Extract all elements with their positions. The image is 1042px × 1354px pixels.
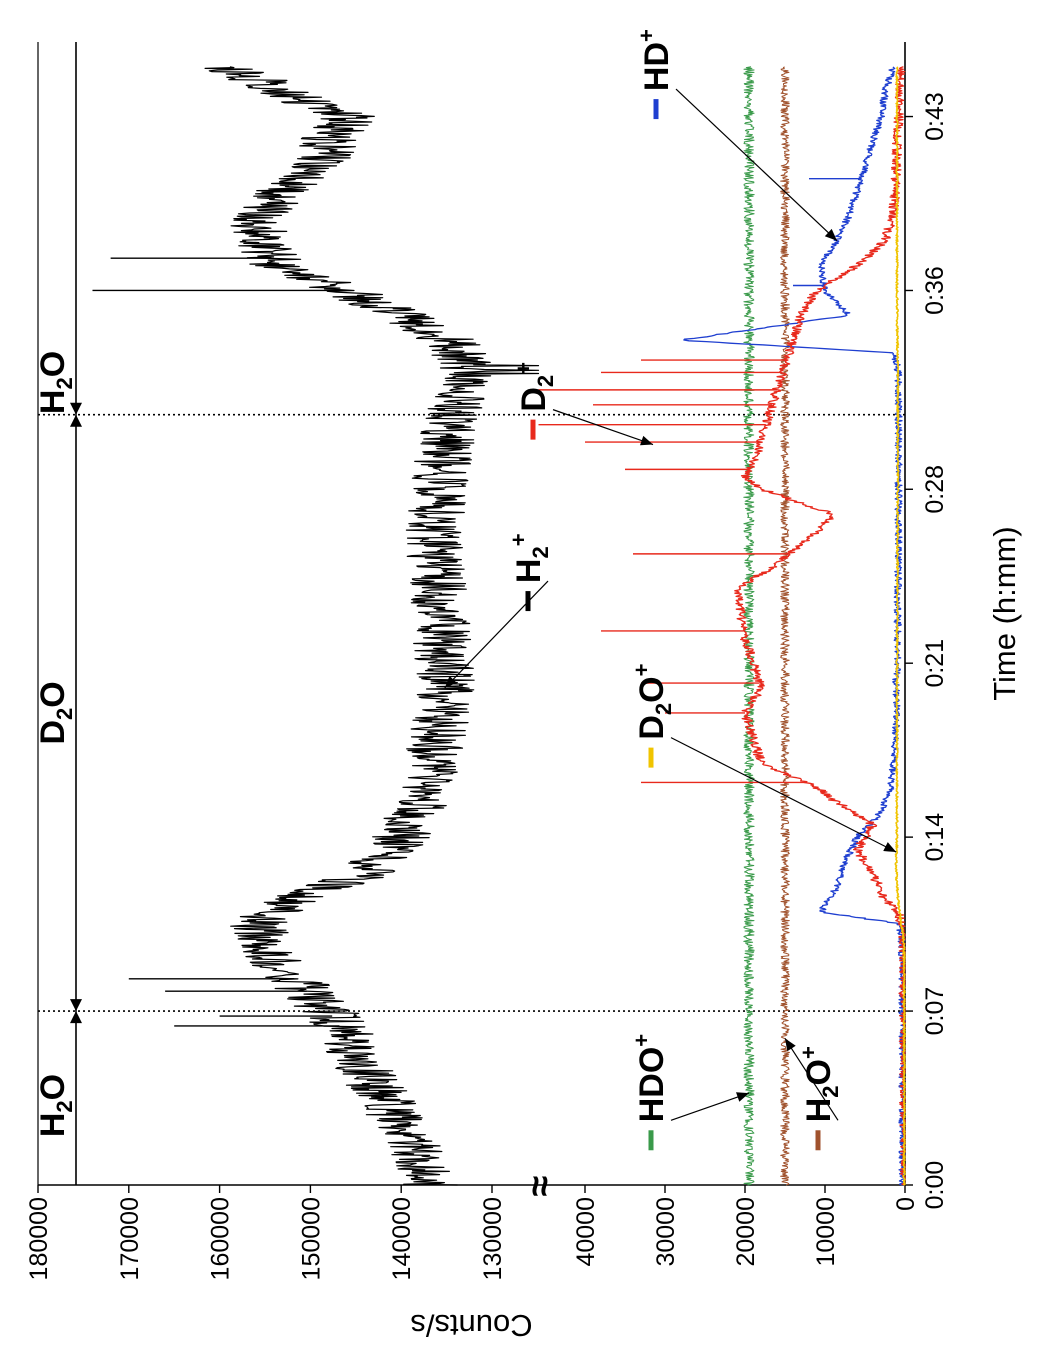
axes-layer: 0:00 0:07 0:14 0:21 0:28 0:36 0:43 0 10000 20000 3… bbox=[25, 42, 1022, 1343]
series-annotation-label: H2+ bbox=[506, 533, 553, 583]
phase-label: H2O bbox=[34, 1074, 77, 1137]
x-tick-label: 0:14 bbox=[921, 813, 949, 862]
annotation-arrow bbox=[552, 409, 654, 446]
annotation-arrow bbox=[670, 737, 897, 853]
axis-break-symbol: ≈ bbox=[520, 1175, 562, 1196]
rotated-plot-area: 0:00 0:07 0:14 0:21 0:28 0:36 0:43 0 10000 20000 3… bbox=[25, 29, 1022, 1343]
phase-arrowhead bbox=[70, 999, 82, 1012]
phase-label: D2O bbox=[34, 681, 77, 744]
annotation-arrowhead bbox=[736, 1092, 749, 1102]
series-line-H2-plus bbox=[204, 66, 540, 1186]
annotation-arrow bbox=[444, 580, 549, 689]
series-line-HDO-plus bbox=[743, 66, 755, 1186]
y-axis-label: Counts/s bbox=[410, 1308, 532, 1343]
series-annotation-label: HD+ bbox=[634, 29, 676, 91]
annotation-arrow bbox=[670, 1092, 750, 1121]
annotation-arrow bbox=[784, 1038, 839, 1121]
y-tick-label: 140000 bbox=[388, 1197, 416, 1280]
series-line-D2O-plus bbox=[894, 66, 906, 1186]
y-tick-label: 20000 bbox=[732, 1197, 760, 1267]
x-tick-label: 0:21 bbox=[921, 639, 949, 688]
phase-label: H2O bbox=[34, 351, 77, 414]
phase-arrowhead bbox=[70, 414, 82, 427]
y-tick-label: 0 bbox=[892, 1197, 920, 1211]
annotation-layer: H2+ D2+ HD+ D2O+ HDO+ H2O+ bbox=[444, 29, 897, 1151]
series-line-D2-plus bbox=[734, 66, 906, 1186]
annotation-arrowhead bbox=[883, 842, 897, 853]
x-tick-label: 0:28 bbox=[921, 465, 949, 514]
y-tick-label: 170000 bbox=[116, 1197, 144, 1280]
series-annotation-label: H2O+ bbox=[796, 1046, 843, 1122]
phase-arrowhead bbox=[70, 1011, 82, 1024]
x-tick-label: 0:43 bbox=[921, 92, 949, 141]
y-tick-label: 180000 bbox=[25, 1197, 53, 1280]
y-tick-label: 30000 bbox=[652, 1197, 680, 1267]
series-line-HD-plus bbox=[683, 66, 906, 1186]
series-annotation-label: HDO+ bbox=[629, 1034, 671, 1122]
y-tick-label: 160000 bbox=[207, 1197, 235, 1280]
y-tick-label: 130000 bbox=[479, 1197, 507, 1280]
y-tick-label: 150000 bbox=[297, 1197, 325, 1280]
series-layer bbox=[92, 66, 906, 1186]
annotation-arrowhead bbox=[785, 1038, 796, 1052]
phase-arrowhead bbox=[70, 402, 82, 415]
series-annotation-label: D2O+ bbox=[629, 663, 676, 739]
x-axis-label: Time (h:mm) bbox=[987, 526, 1022, 701]
annotation-arrowhead bbox=[444, 675, 457, 689]
y-tick-label: 40000 bbox=[572, 1197, 600, 1267]
x-tick-label: 0:07 bbox=[921, 987, 949, 1036]
annotation-arrowhead bbox=[824, 228, 837, 241]
series-annotation-label: D2+ bbox=[511, 362, 558, 412]
x-tick-label: 0:00 bbox=[921, 1161, 949, 1210]
series-line-H2O-plus bbox=[780, 66, 790, 1186]
annotation-arrowhead bbox=[640, 435, 653, 446]
x-tick-label: 0:36 bbox=[921, 266, 949, 315]
y-tick-label: 10000 bbox=[812, 1197, 840, 1267]
annotation-arrow bbox=[675, 88, 838, 242]
